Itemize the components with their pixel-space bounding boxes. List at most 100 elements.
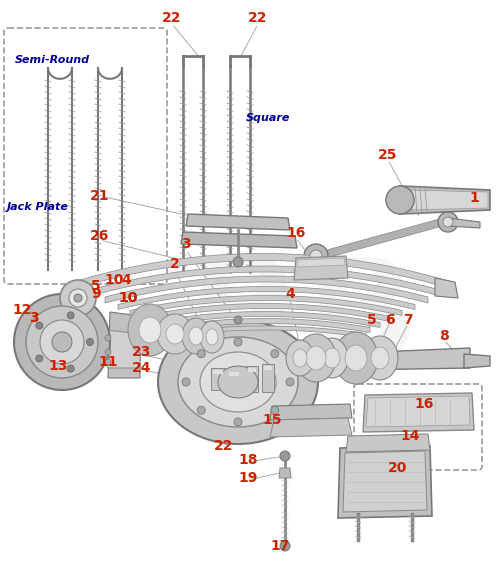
Circle shape xyxy=(197,406,205,414)
Ellipse shape xyxy=(178,337,298,427)
Text: 21: 21 xyxy=(90,189,110,203)
Circle shape xyxy=(233,257,243,267)
Ellipse shape xyxy=(218,366,258,398)
Ellipse shape xyxy=(293,349,307,367)
Polygon shape xyxy=(105,276,428,303)
Text: 22: 22 xyxy=(248,11,268,25)
Text: 22: 22 xyxy=(162,11,182,25)
Text: 19: 19 xyxy=(238,471,258,485)
Ellipse shape xyxy=(324,348,340,368)
Polygon shape xyxy=(181,232,297,248)
Text: 10: 10 xyxy=(118,291,138,305)
Ellipse shape xyxy=(306,346,326,370)
Text: 11: 11 xyxy=(98,355,118,369)
Circle shape xyxy=(105,359,111,365)
Ellipse shape xyxy=(371,347,389,369)
Circle shape xyxy=(60,280,96,316)
Text: Jack Plate: Jack Plate xyxy=(7,202,69,212)
Polygon shape xyxy=(108,330,140,368)
Circle shape xyxy=(280,451,290,461)
Polygon shape xyxy=(75,254,450,289)
Text: 12: 12 xyxy=(12,303,32,317)
Ellipse shape xyxy=(334,332,378,384)
Text: 2: 2 xyxy=(170,257,180,271)
Polygon shape xyxy=(108,312,140,378)
Text: 6: 6 xyxy=(385,313,395,327)
Ellipse shape xyxy=(316,338,348,378)
Polygon shape xyxy=(363,393,474,432)
Ellipse shape xyxy=(206,329,218,345)
Polygon shape xyxy=(90,266,440,296)
Text: 4: 4 xyxy=(285,287,295,301)
Text: 5: 5 xyxy=(91,279,101,293)
Text: 14: 14 xyxy=(400,429,420,443)
Circle shape xyxy=(36,355,43,362)
Text: 13: 13 xyxy=(48,359,68,373)
Circle shape xyxy=(36,322,43,329)
Text: 22: 22 xyxy=(214,439,234,453)
Polygon shape xyxy=(279,468,291,478)
Circle shape xyxy=(105,335,111,341)
Polygon shape xyxy=(366,396,470,427)
Polygon shape xyxy=(270,418,352,437)
Text: 10: 10 xyxy=(118,291,138,305)
Ellipse shape xyxy=(286,340,314,376)
Ellipse shape xyxy=(200,352,276,412)
Circle shape xyxy=(67,312,74,319)
Circle shape xyxy=(304,244,328,268)
Ellipse shape xyxy=(139,317,161,343)
Text: 23: 23 xyxy=(132,345,152,359)
Polygon shape xyxy=(464,354,490,368)
Bar xyxy=(264,366,272,370)
Text: 15: 15 xyxy=(262,413,282,427)
Text: 10: 10 xyxy=(104,273,124,287)
Ellipse shape xyxy=(200,321,224,353)
Ellipse shape xyxy=(182,318,210,354)
Polygon shape xyxy=(238,348,470,372)
Circle shape xyxy=(286,378,294,386)
Text: 4: 4 xyxy=(121,273,131,287)
Polygon shape xyxy=(400,186,490,214)
Circle shape xyxy=(234,418,242,426)
Polygon shape xyxy=(448,218,480,228)
Ellipse shape xyxy=(157,314,193,354)
Polygon shape xyxy=(435,278,458,298)
Bar xyxy=(213,370,223,374)
Text: 18: 18 xyxy=(238,453,258,467)
Text: 3: 3 xyxy=(181,237,191,251)
Ellipse shape xyxy=(26,306,98,378)
Circle shape xyxy=(438,212,458,232)
Circle shape xyxy=(197,350,205,358)
Text: 24: 24 xyxy=(132,361,152,375)
Text: 16: 16 xyxy=(414,397,434,411)
Text: 5: 5 xyxy=(367,313,377,327)
Bar xyxy=(227,370,241,390)
Text: Square: Square xyxy=(246,113,290,123)
Polygon shape xyxy=(343,451,427,512)
Polygon shape xyxy=(338,446,432,518)
Circle shape xyxy=(234,338,242,346)
Ellipse shape xyxy=(40,320,84,364)
Circle shape xyxy=(182,378,190,386)
Polygon shape xyxy=(270,404,352,420)
Ellipse shape xyxy=(345,345,367,371)
Text: 17: 17 xyxy=(270,539,289,553)
Ellipse shape xyxy=(158,320,318,444)
Text: 9: 9 xyxy=(91,287,101,301)
Text: 16: 16 xyxy=(286,226,306,240)
Polygon shape xyxy=(168,326,362,337)
Text: 25: 25 xyxy=(378,148,398,162)
Ellipse shape xyxy=(52,332,72,352)
Polygon shape xyxy=(118,286,415,310)
Polygon shape xyxy=(186,214,290,230)
Text: 20: 20 xyxy=(388,461,407,475)
Polygon shape xyxy=(150,311,380,328)
Circle shape xyxy=(234,316,242,324)
Text: 7: 7 xyxy=(403,313,413,327)
Polygon shape xyxy=(406,190,488,210)
Circle shape xyxy=(310,250,322,262)
Circle shape xyxy=(280,541,290,551)
Polygon shape xyxy=(140,303,390,321)
Circle shape xyxy=(271,406,279,414)
Ellipse shape xyxy=(296,334,336,382)
